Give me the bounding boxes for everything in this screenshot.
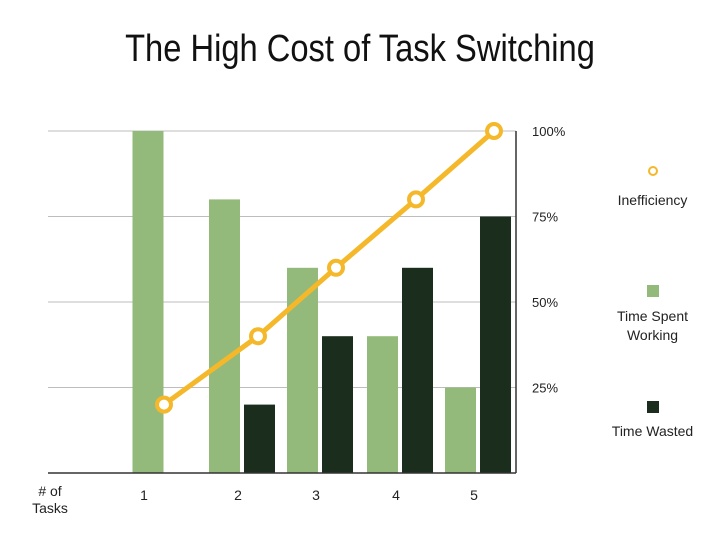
- y-tick-label: 25%: [532, 381, 558, 396]
- bars: [132, 131, 511, 473]
- bar-wasted: [322, 336, 353, 473]
- inefficiency-point: [485, 122, 503, 140]
- legend-item-inefficiency: Inefficiency: [590, 166, 715, 208]
- tick-labels: 25% 50% 75% 100% 1 2 3 4 5: [140, 124, 566, 503]
- x-tick-label: 3: [312, 487, 320, 503]
- bar-working: [209, 199, 240, 473]
- bar-wasted: [402, 267, 433, 473]
- working-swatch-icon: [646, 285, 659, 297]
- inefficiency-line: [155, 122, 503, 414]
- x-tick-label: 4: [392, 487, 400, 503]
- bar-working: [287, 267, 318, 473]
- gridlines: [48, 130, 516, 388]
- legend-item-working: Time Spent Working: [590, 285, 715, 345]
- line-marker-icon: [647, 166, 658, 176]
- inefficiency-point: [155, 395, 173, 414]
- inefficiency-point: [249, 327, 267, 346]
- inefficiency-point: [407, 190, 425, 209]
- legend-label-working: Time Spent Working: [616, 308, 689, 343]
- legend-label-inefficiency: Inefficiency: [617, 192, 688, 208]
- bar-working: [132, 131, 164, 473]
- wasted-swatch-icon: [646, 401, 659, 413]
- bar-wasted: [244, 404, 275, 473]
- bar-working: [445, 387, 476, 473]
- chart-title: The High Cost of Task Switching: [125, 28, 595, 70]
- y-tick-label: 75%: [532, 210, 558, 225]
- y-tick-label: 50%: [532, 295, 558, 310]
- x-tick-label: 2: [234, 487, 242, 503]
- legend-label-wasted: Time Wasted: [611, 423, 694, 439]
- y-tick-label: 100%: [532, 124, 566, 139]
- x-tick-label: 1: [140, 487, 148, 503]
- x-tick-label: 5: [470, 487, 478, 503]
- inefficiency-point: [327, 258, 345, 277]
- legend-item-wasted: Time Wasted: [590, 401, 715, 439]
- bar-wasted: [480, 216, 511, 473]
- axes: [48, 131, 517, 474]
- x-axis-label: # of Tasks: [32, 483, 68, 516]
- bar-working: [367, 336, 398, 473]
